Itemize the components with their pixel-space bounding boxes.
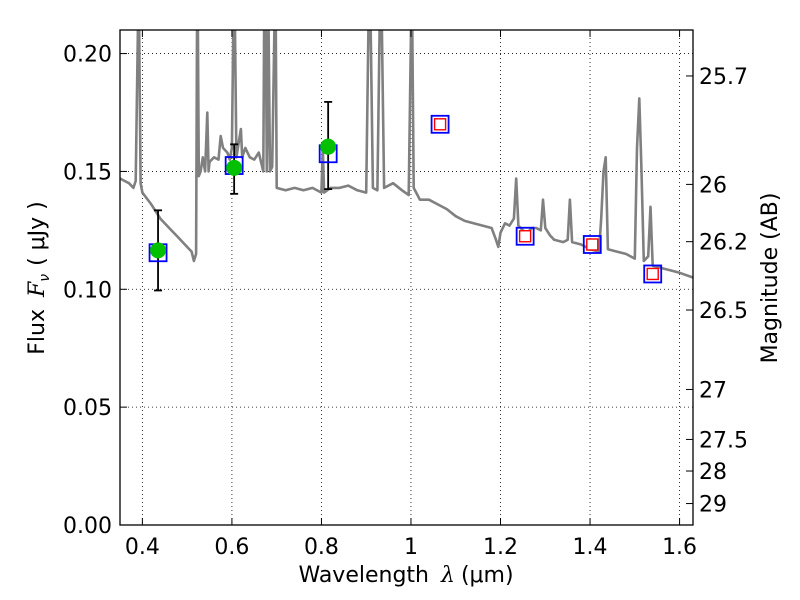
predicted-square-marker (518, 230, 532, 243)
x-tick-label: 0.6 (214, 535, 249, 560)
predicted-square-marker (646, 267, 659, 281)
x-tick-label: 1 (404, 535, 418, 560)
model-square-marker (430, 114, 450, 134)
model-square-marker (515, 226, 535, 246)
predicted-square-marker (433, 118, 447, 131)
y2-tick-label: 27 (699, 378, 727, 403)
y2-tick-label: 28 (699, 460, 727, 485)
grid (120, 30, 693, 526)
y-tick-label: 0.10 (63, 278, 112, 303)
model-square-marker (582, 235, 602, 254)
y2-tick-label: 29 (699, 493, 727, 518)
y2-axis-label: Magnitude (AB) (758, 193, 783, 364)
observed-circle-marker (320, 138, 337, 155)
y-axis-label: FluxFν( μJy ) (25, 201, 53, 355)
ticks: 0.4 0.6 0.8 1 1.2 1.4 1.6 0.00 0.05 0.10 0.15 0.20 2… (63, 30, 748, 560)
y-tick-label: 0.20 (63, 43, 112, 68)
y2-tick-label: 26.2 (699, 231, 748, 256)
y-tick-label: 0.05 (63, 396, 112, 421)
y-tick-label: 0.00 (63, 514, 112, 539)
x-tick-label: 1.4 (573, 535, 608, 560)
x-tick-label: 0.8 (304, 535, 339, 560)
x-tick-label: 1.6 (662, 535, 697, 560)
y2-tick-label: 26.5 (699, 299, 748, 324)
x-tick-label: 1.2 (483, 535, 518, 560)
plot-area (120, 30, 693, 525)
y-tick-label: 0.15 (63, 160, 112, 185)
sed-line (120, 30, 693, 279)
y2-tick-label: 27.5 (699, 428, 748, 453)
model-square-marker (643, 264, 663, 284)
x-tick-label: 0.4 (125, 535, 160, 560)
y2-tick-label: 25.7 (699, 65, 748, 90)
y2-tick-label: 26 (699, 173, 727, 198)
observed-circle-marker (226, 159, 243, 176)
plot-frame (119, 29, 694, 526)
predicted-square-marker (586, 238, 599, 251)
data-layer (120, 30, 693, 292)
x-axis-label: Wavelength λ (μm) (298, 563, 513, 588)
observed-circle-marker (150, 242, 167, 259)
